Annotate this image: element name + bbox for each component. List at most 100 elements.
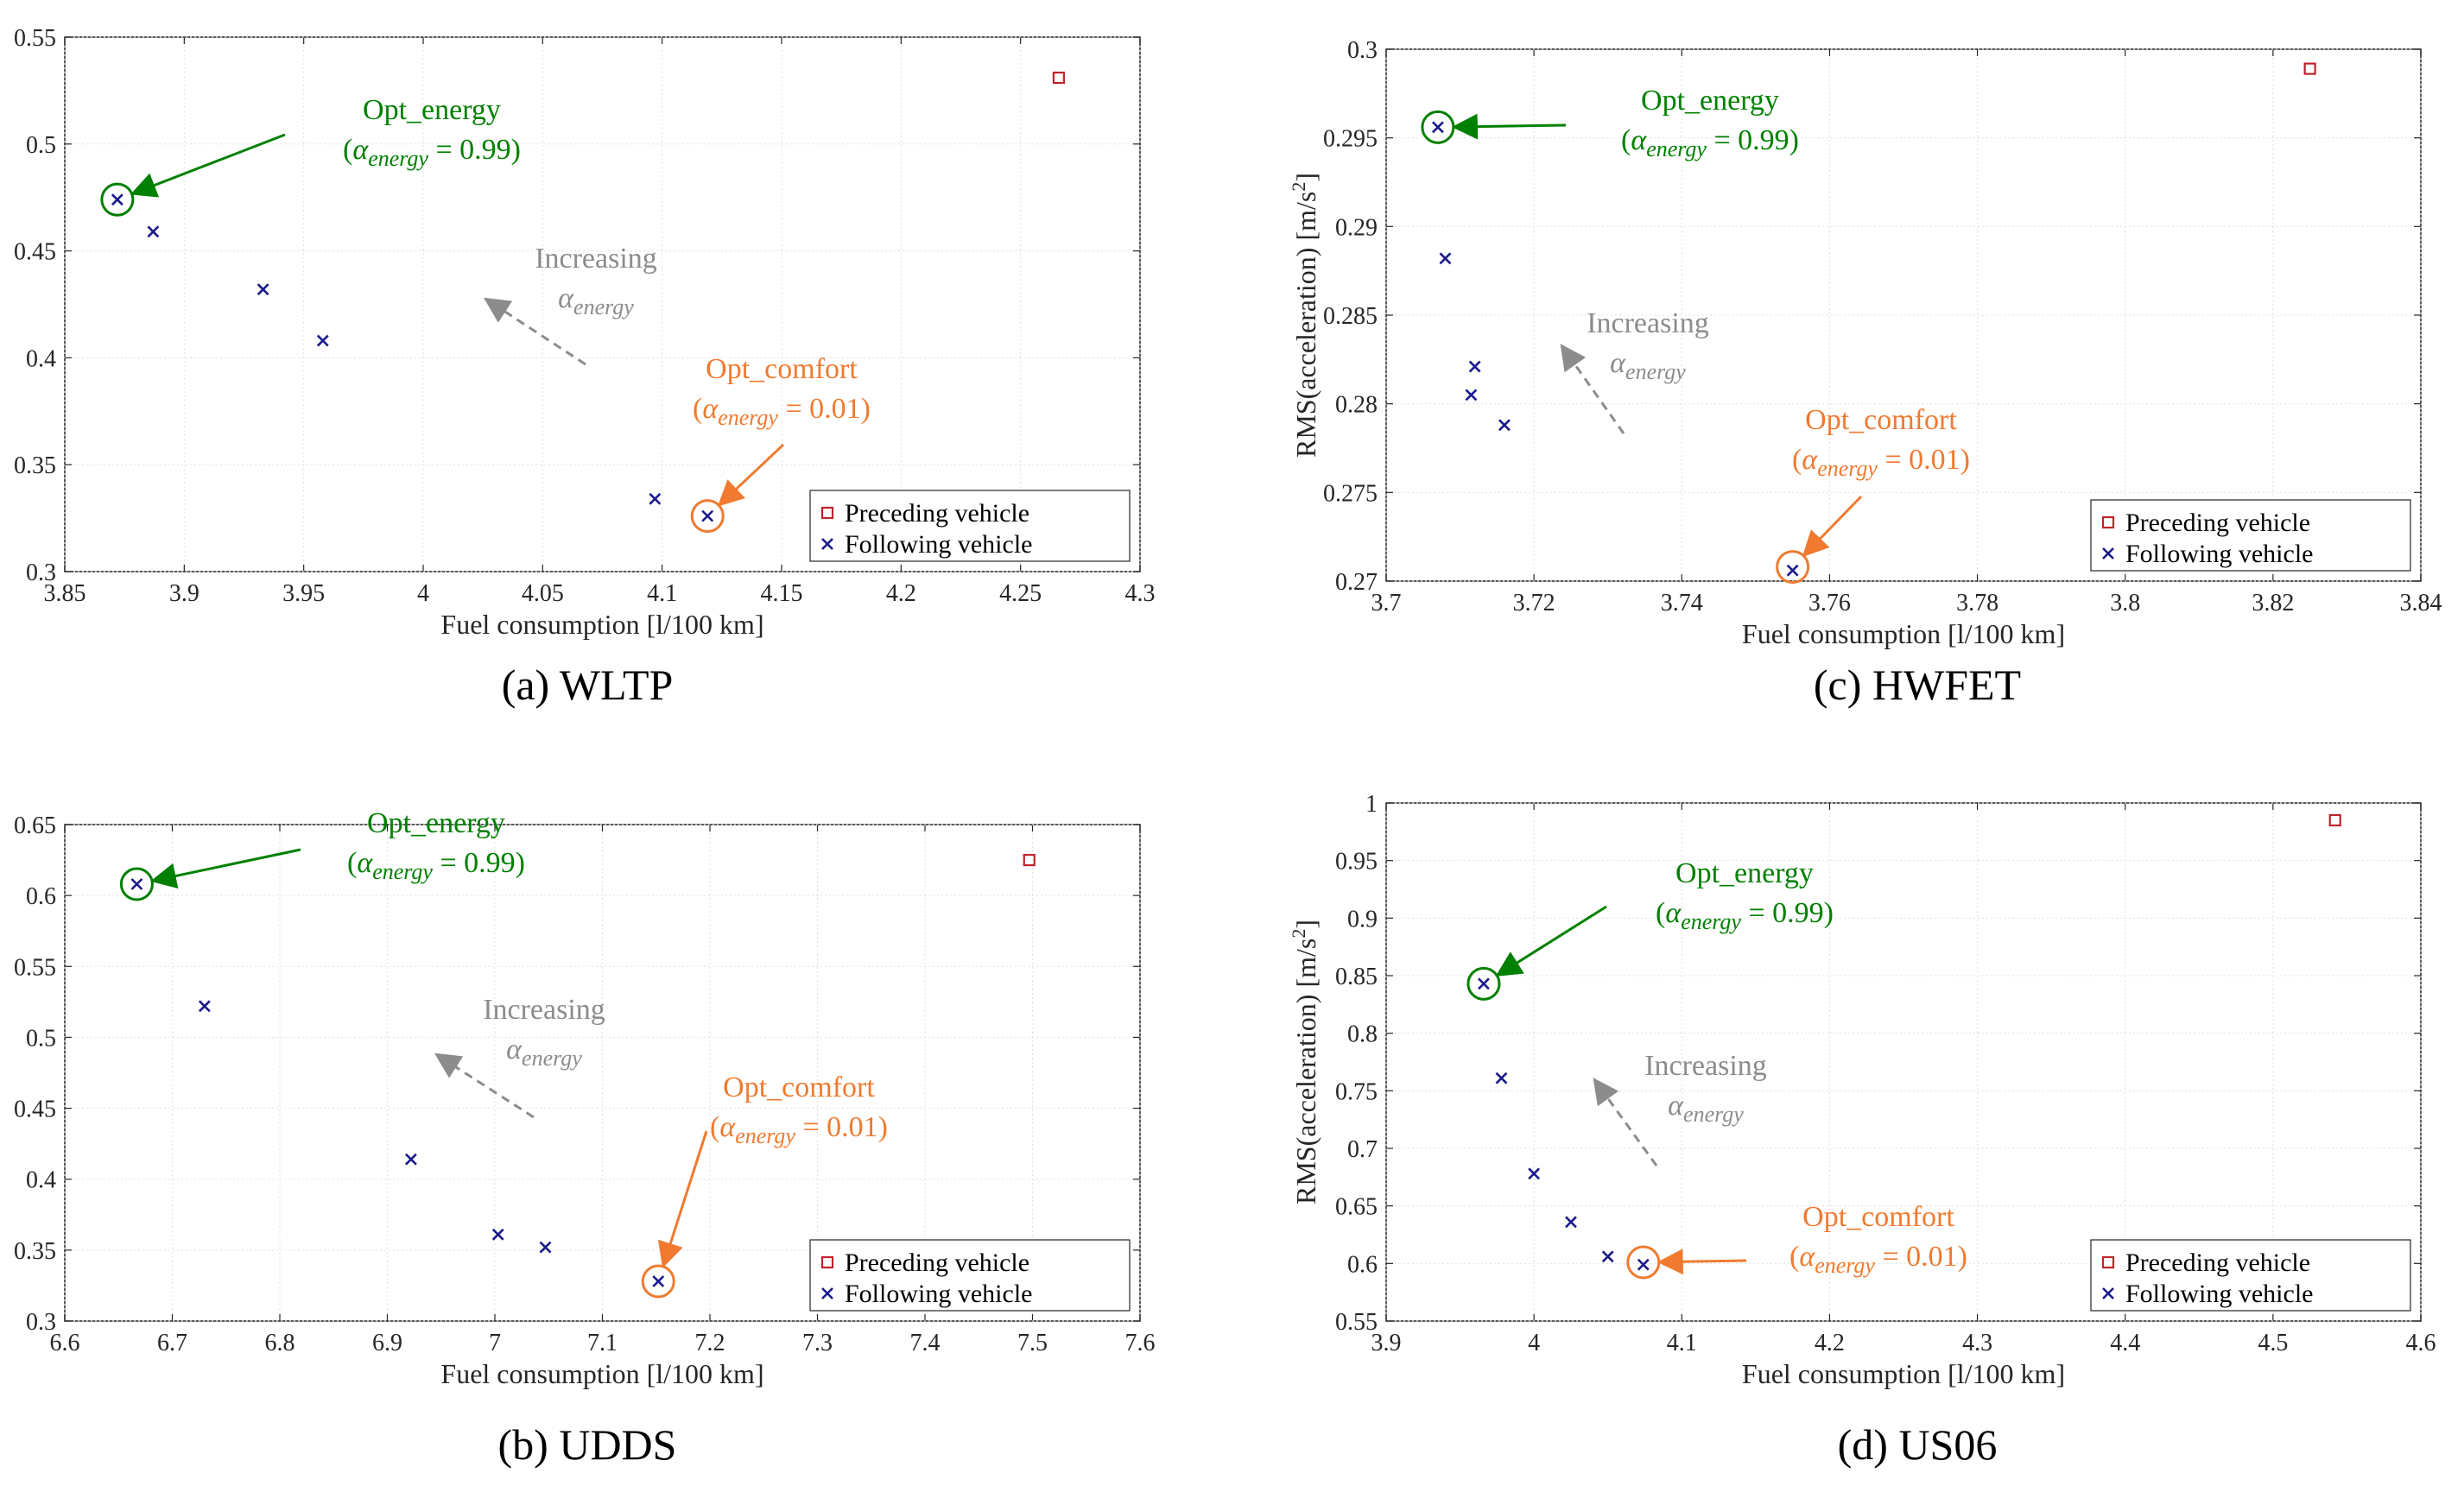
following-vehicle-point <box>147 225 160 238</box>
y-tick-label: 0.4 <box>26 1167 56 1194</box>
annotation-alpha-text: (αenergy = 0.99) <box>347 847 525 884</box>
subfigure-caption: (a) WLTP <box>502 661 674 709</box>
y-tick-label: 0.6 <box>26 883 56 910</box>
following-vehicle-point <box>111 193 124 206</box>
legend-box <box>809 490 1131 562</box>
x-tick-label: 3.95 <box>282 580 325 607</box>
callout-arrow <box>1656 1249 1747 1275</box>
trend-arrow <box>1593 1078 1658 1166</box>
x-tick-label: 4.1 <box>647 580 677 607</box>
legend: Preceding vehicle Following vehicle <box>2090 1239 2411 1312</box>
y-tick-label: 0.8 <box>1347 1021 1378 1048</box>
y-tick-label: 0.55 <box>1335 1309 1378 1336</box>
x-tick-label: 6.6 <box>50 1330 80 1356</box>
following-vehicle-point <box>652 1275 665 1287</box>
annotation-alpha-text: (αenergy = 0.01) <box>1792 444 1970 481</box>
x-tick-label: 6.7 <box>157 1330 187 1356</box>
x-tick-label: 4.3 <box>1125 580 1156 607</box>
preceding-vehicle-point <box>1023 853 1036 867</box>
callout-arrow <box>130 133 286 198</box>
legend: Preceding vehicle Following vehicle <box>809 1239 1131 1312</box>
legend-x-marker <box>2102 1287 2114 1299</box>
callout-title: Opt_energy <box>363 94 501 126</box>
y-tick-label: 0.28 <box>1335 392 1378 419</box>
following-vehicle-point <box>1431 121 1444 134</box>
x-tick-label: 4.2 <box>1815 1330 1845 1356</box>
optimum-callout: Opt_energy (αenergy = 0.99) <box>1421 85 1799 161</box>
x-tick-label: 4.25 <box>999 580 1042 607</box>
legend-x-marker <box>821 1287 833 1299</box>
highlight-circle <box>1466 966 1501 1001</box>
x-tick-label: 4.2 <box>886 580 916 607</box>
y-tick-label: 0.6 <box>1347 1251 1378 1278</box>
optimum-callout: Opt_energy (αenergy = 0.99) <box>119 807 525 901</box>
following-vehicle-point <box>1601 1250 1614 1263</box>
x-tick-label: 7.1 <box>587 1330 618 1356</box>
y-tick-label: 0.5 <box>26 1025 56 1052</box>
trend-title: Increasing <box>1644 1050 1767 1082</box>
x-tick-label: 4.6 <box>2406 1330 2436 1356</box>
x-tick-label: 4.1 <box>1667 1330 1697 1356</box>
y-tick-label: 0.7 <box>1347 1136 1378 1163</box>
highlight-circle <box>690 499 725 534</box>
optimum-callout: Opt_comfort (αenergy = 0.01) <box>1626 1201 1967 1280</box>
x-tick-label: 6.8 <box>265 1330 295 1356</box>
callout-title: Opt_comfort <box>1805 404 1957 436</box>
preceding-vehicle-point <box>1052 71 1066 85</box>
callout-title: Opt_comfort <box>706 353 858 385</box>
following-vehicle-point <box>1528 1167 1541 1180</box>
y-tick-label: 0.275 <box>1323 480 1378 507</box>
subfigure-caption: (c) HWFET <box>1814 661 2021 709</box>
x-tick-label: 3.78 <box>1956 590 1998 616</box>
legend-entry: Following vehicle <box>845 530 1032 559</box>
optimum-callout: Opt_energy (αenergy = 0.99) <box>1466 857 1834 1001</box>
x-axis-label: Fuel consumption [l/100 km] <box>440 609 763 640</box>
x-tick-label: 3.74 <box>1661 590 1703 616</box>
optimum-callout: Opt_comfort (αenergy = 0.01) <box>1776 404 1970 585</box>
x-tick-label: 3.7 <box>1371 590 1402 616</box>
preceding-vehicle-point <box>2303 62 2316 75</box>
annotation-alpha-text: (αenergy = 0.99) <box>1656 897 1834 934</box>
following-vehicle-point <box>404 1153 417 1166</box>
following-vehicle-point <box>1786 564 1799 577</box>
y-tick-label: 0.3 <box>26 1309 56 1336</box>
trend-arrow <box>483 297 586 366</box>
y-tick-label: 0.295 <box>1323 126 1378 153</box>
trend-alpha: αenergy <box>558 282 634 319</box>
x-tick-label: 3.72 <box>1513 590 1555 616</box>
chart-panel-4: 3.9 4 4.1 4.2 4.3 4.4 4.5 4.6 0.55 0.6 0.65 0.7 0.75… <box>1288 791 2436 1469</box>
y-tick-label: 1 <box>1365 791 1378 818</box>
x-tick-label: 4 <box>1528 1330 1540 1356</box>
x-axis-label: Fuel consumption [l/100 km] <box>440 1358 763 1389</box>
callout-arrow <box>657 1130 708 1268</box>
following-vehicle-point <box>1495 1072 1508 1084</box>
x-tick-label: 4.3 <box>1962 1330 1992 1356</box>
x-tick-label: 7 <box>489 1330 501 1356</box>
preceding-vehicle-point <box>2328 813 2341 827</box>
chart-panel-3: 3.7 3.72 3.74 3.76 3.78 3.8 3.82 3.84 0.27 0.275 0… <box>1288 37 2442 709</box>
x-tick-label: 7.4 <box>910 1330 941 1356</box>
callout-arrow <box>1495 905 1607 977</box>
y-tick-label: 0.35 <box>14 452 56 479</box>
annotation-alpha-text: (αenergy = 0.01) <box>693 393 871 430</box>
legend-square-marker <box>2101 515 2115 529</box>
following-vehicle-point <box>316 334 329 347</box>
trend-arrow <box>434 1053 535 1119</box>
callout-arrow <box>717 443 785 507</box>
annotation-alpha-text: (αenergy = 0.01) <box>1789 1241 1967 1278</box>
trend-arrow <box>1560 344 1625 434</box>
trend-annotation: Increasing αenergy <box>1560 307 1709 434</box>
optimum-callout: Opt_energy (αenergy = 0.99) <box>100 94 521 217</box>
x-tick-label: 4 <box>417 580 429 607</box>
trend-title: Increasing <box>1587 307 1709 339</box>
x-tick-label: 4.5 <box>2258 1330 2288 1356</box>
legend-box <box>809 1239 1131 1312</box>
legend-box <box>2090 499 2411 572</box>
legend-entry: Preceding vehicle <box>2125 1249 2310 1277</box>
following-vehicle-point <box>1565 1216 1577 1229</box>
following-vehicle-point <box>1478 977 1490 990</box>
y-tick-label: 0.55 <box>14 25 56 52</box>
callout-title: Opt_comfort <box>1802 1201 1954 1233</box>
x-tick-label: 4.15 <box>761 580 803 607</box>
trend-alpha: αenergy <box>1610 347 1686 384</box>
